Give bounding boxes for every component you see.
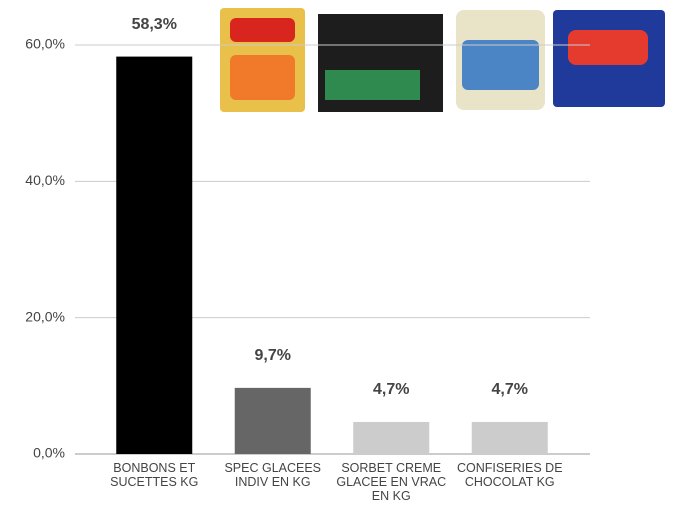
value-label: 58,3%: [132, 16, 177, 33]
product-image: [230, 55, 295, 100]
x-tick-label: BONBONS ET SUCETTES KG: [110, 461, 199, 489]
bar: [353, 421, 430, 454]
bar: [234, 387, 311, 454]
product-image: [325, 70, 420, 100]
value-label: 4,7%: [373, 381, 409, 398]
product-images: [220, 8, 665, 112]
y-tick-label: 40,0%: [25, 172, 65, 188]
x-tick-label: SPEC GLACEES INDIV EN KG: [224, 461, 322, 489]
y-tick-label: 20,0%: [25, 308, 65, 324]
product-image: [568, 30, 648, 65]
bar: [471, 421, 548, 454]
y-tick-label: 60,0%: [25, 36, 65, 52]
x-tick-label: CONFISERIES DE CHOCOLAT KG: [456, 461, 563, 489]
value-label: 9,7%: [255, 347, 291, 364]
x-tick-label: SORBET CREME GLACEE EN VRAC EN KG: [336, 461, 447, 503]
product-image: [230, 18, 295, 42]
value-label: 4,7%: [492, 381, 528, 398]
y-tick-label: 0,0%: [33, 445, 65, 461]
bar: [116, 56, 193, 455]
product-image: [462, 40, 539, 90]
